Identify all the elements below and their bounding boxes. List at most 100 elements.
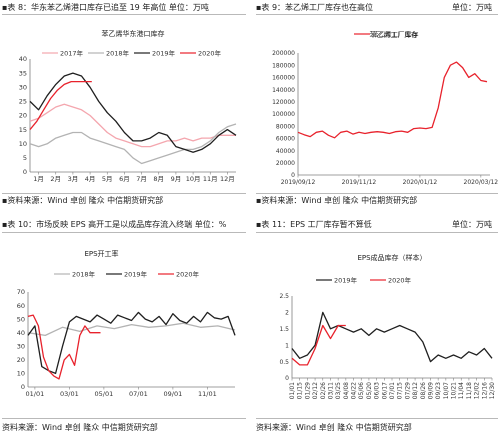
x-tick-label: 2月 — [50, 175, 61, 183]
y-tick-label: 100000 — [272, 111, 295, 118]
chart-port-inventory: 苯乙烯华东港口库存 2017年 2018年 2019年 2020年 0 5 10 15 20 25 3… — [19, 29, 237, 183]
legend-label: 2017年 — [60, 49, 84, 58]
top-separator-right — [256, 14, 498, 15]
x-tick-label: 01/01 — [26, 390, 45, 398]
x-tick-label: 07/29 — [404, 382, 411, 399]
unit-label: 单位：万吨 — [452, 220, 492, 229]
caption-text: ▪表 9：苯乙烯工厂库存也在高位 — [256, 3, 374, 12]
series-line — [29, 72, 237, 153]
y-tick-label: 140000 — [272, 87, 295, 94]
source-text: ▪资料来源：Wind 卓创 隆众 中信期货研究部 — [256, 196, 418, 205]
y-tick-label: 0 — [285, 375, 289, 382]
bottom-separator-left — [2, 418, 246, 419]
x-tick-label: 10/07 — [443, 382, 450, 399]
y-tick-label: 0 — [291, 172, 295, 179]
x-tick-label: 8月 — [153, 175, 164, 183]
x-tick-label: 03/01 — [60, 390, 79, 398]
x-tick-label: 07/01 — [129, 390, 148, 398]
y-tick-label: 0 — [21, 383, 25, 391]
x-tick-label: 05/20 — [366, 382, 373, 399]
caption-text: ▪表 11：EPS 工厂库存暂不算低 — [256, 220, 372, 229]
y-tick-label: 10 — [17, 370, 25, 378]
chart-eps-operating-rate: EPS开工率 2018年 2019年 2020年 0 10 20 30 40 50 60 70 01/0… — [17, 249, 236, 398]
legend-label: 2020年 — [388, 276, 412, 285]
y-tick-label: 40 — [19, 55, 27, 63]
x-tick-label: 09/09 — [427, 382, 434, 399]
series-line — [29, 80, 92, 131]
y-tick-label: 10 — [19, 140, 27, 148]
x-tick-label: 5月 — [102, 175, 113, 183]
x-tick-label: 3月 — [68, 175, 79, 183]
x-tick-label: 08/26 — [420, 382, 427, 399]
bottom-separator-right — [256, 418, 498, 419]
series-line — [291, 311, 493, 363]
caption-table-10: ▪表 10：市场反映 EPS 高开工是以成品库存流入终端 单位：% — [2, 219, 248, 231]
x-tick-label: 02/26 — [320, 382, 327, 399]
y-tick-label: 50 — [17, 315, 25, 323]
chart-title: EPS成品库存（样本） — [357, 253, 426, 262]
x-tick-label: 07/01 — [389, 382, 396, 399]
mid-separator-right-top — [256, 193, 498, 194]
x-tick-label: 09/23 — [435, 382, 442, 399]
series-line — [291, 324, 346, 366]
x-tick-label: 03/25 — [335, 382, 342, 399]
x-tick-label: 4月 — [85, 175, 96, 183]
y-tick-label: 0.5 — [279, 359, 289, 366]
y-tick-label: 2 — [285, 310, 289, 317]
legend-label: 2018年 — [106, 49, 130, 58]
x-tick-label: 01/29 — [304, 382, 311, 399]
x-tick-label: 07/15 — [397, 382, 404, 399]
caption-table-9: ▪表 9：苯乙烯工厂库存也在高位 单位：万吨 — [256, 2, 498, 14]
x-tick-label: 2019/11/12 — [342, 179, 377, 186]
series-line — [29, 103, 236, 148]
x-tick-label: 02/12 — [312, 382, 319, 399]
x-tick-label: 03/11 — [327, 382, 334, 399]
source-table-11: 资料来源：Wind 卓创 隆众 中信期货研究部 — [256, 422, 498, 434]
caption-text: ▪表 10：市场反映 EPS 高开工是以成品库存流入终端 单位：% — [2, 220, 227, 229]
y-tick-label: 0 — [23, 168, 27, 176]
y-tick-label: 60 — [17, 302, 25, 310]
x-tick-label: 11/18 — [466, 382, 473, 399]
series-line — [29, 123, 237, 165]
x-tick-label: 11月 — [203, 175, 218, 183]
y-tick-label: 25 — [19, 98, 27, 106]
x-tick-label: 01/01 — [289, 382, 296, 399]
y-tick-label: 1.5 — [279, 326, 289, 333]
top-separator-left — [2, 14, 246, 15]
caption-table-11: ▪表 11：EPS 工厂库存暂不算低 单位：万吨 — [256, 219, 498, 231]
x-tick-label: 12/02 — [474, 382, 481, 399]
y-tick-label: 120000 — [272, 99, 295, 106]
caption-text: ▪表 8：华东苯乙烯港口库存已追至 19 年高位 单位：万吨 — [2, 3, 209, 12]
y-tick-label: 30 — [17, 342, 25, 350]
x-tick-label: 6月 — [119, 175, 130, 183]
x-tick-label: 2020/01/12 — [403, 179, 438, 186]
series-line — [27, 311, 236, 375]
x-tick-label: 2020/03/12 — [464, 179, 499, 186]
x-tick-label: 1月 — [33, 175, 44, 183]
x-tick-label: 09/01 — [164, 390, 183, 398]
x-tick-label: 11/04 — [458, 382, 465, 399]
y-tick-label: 70 — [17, 288, 25, 296]
x-tick-label: 01/15 — [297, 382, 304, 399]
legend-label: 苯乙烯工厂库存 — [372, 30, 418, 39]
x-tick-label: 06/17 — [381, 382, 388, 399]
y-tick-label: 30 — [19, 83, 27, 91]
series-line — [27, 322, 236, 337]
y-tick-label: 160000 — [272, 75, 295, 82]
x-tick-label: 7月 — [136, 175, 147, 183]
series-line — [27, 314, 101, 380]
y-tick-label: 40000 — [276, 148, 295, 155]
x-tick-label: 12/30 — [489, 382, 496, 399]
source-table-10: 资料来源：Wind 卓创 隆众 中信期货研究部 — [2, 422, 246, 434]
legend-label: 2019年 — [124, 270, 148, 279]
y-tick-label: 1 — [285, 342, 289, 349]
y-tick-label: 20000 — [276, 160, 295, 167]
unit-label: 单位：万吨 — [452, 3, 492, 12]
y-tick-label: 80000 — [276, 123, 295, 130]
x-tick-label: 12/16 — [481, 382, 488, 399]
x-tick-label: 08/12 — [412, 382, 419, 399]
source-table-8: ▪资料来源：Wind 卓创 隆众 中信期货研究部 — [2, 195, 246, 207]
legend-label: 2020年 — [176, 270, 200, 279]
y-tick-label: 2.5 — [279, 293, 289, 300]
x-tick-label: 06/03 — [374, 382, 381, 399]
